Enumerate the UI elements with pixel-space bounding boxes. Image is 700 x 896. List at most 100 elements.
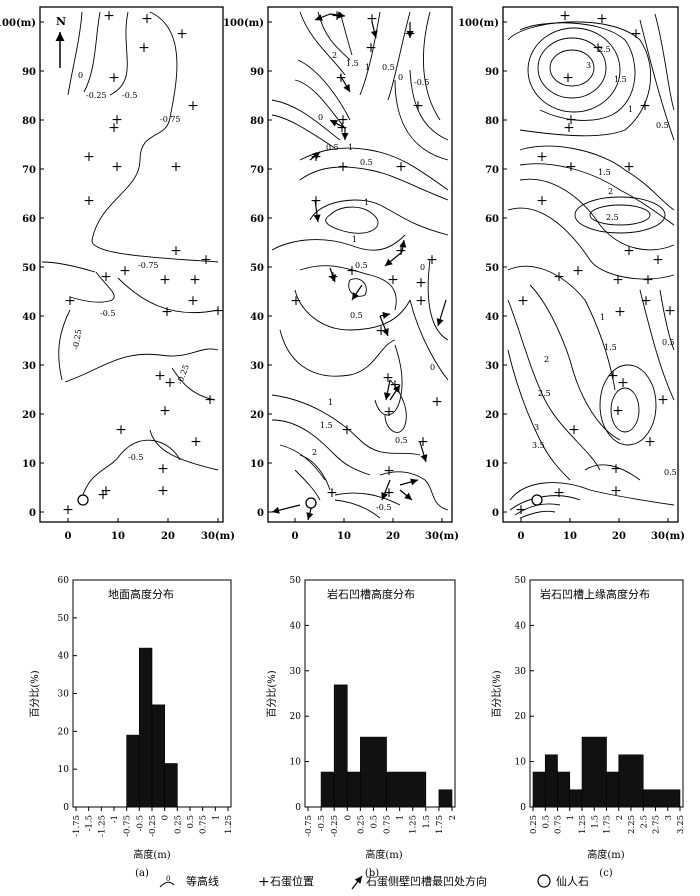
rock-egg-marker: + (111, 112, 123, 128)
rock-egg-marker: + (164, 375, 176, 391)
contour-label: 0.5 (350, 311, 363, 320)
rock-egg-marker: + (161, 304, 173, 320)
y-tick-label: 30 (515, 667, 527, 677)
map-frame (39, 6, 224, 523)
contour-label: 1.5 (320, 421, 333, 430)
x-tick-label: 2.75 (652, 815, 662, 834)
y-tick-label: 20 (250, 410, 264, 421)
rock-egg-marker: + (517, 293, 529, 309)
y-tick-label: 0 (29, 508, 36, 519)
arrow-icon (351, 875, 363, 890)
y-tick-label: 0 (63, 803, 69, 813)
rock-egg-marker: + (187, 98, 199, 114)
legend-groove-label: 石蛋侧壁凹槽最凹处方向 (366, 874, 487, 888)
contour-label: 1 (364, 198, 369, 207)
rock-egg-marker: + (664, 303, 676, 319)
rock-egg-marker: + (100, 269, 112, 285)
x-tick-label: 1.25 (578, 815, 588, 834)
contour-label: 3 (534, 423, 539, 432)
immortal-stone-marker (77, 494, 89, 506)
x-tick-label: 3 (664, 815, 674, 820)
legend-item-immortal-stone: 仙人石 (537, 874, 589, 888)
contour-map-c: 3 2.5 1.5 1 0.5 1.5 2 2.5 0.5 1 1.5 2 2.… (458, 6, 685, 542)
rock-egg-marker: + (612, 272, 624, 288)
y-tick-label: 50 (515, 576, 527, 586)
legend-immortal-stone-label: 仙人石 (556, 875, 589, 888)
contour-label: 0.5 (382, 63, 395, 72)
contour-label: -0.5 (122, 91, 137, 100)
legend-item-rock-egg: + 石蛋位置 (258, 874, 314, 890)
groove-arrow (329, 119, 346, 129)
x-tick-label: 10 (337, 531, 351, 542)
groove-arrow (379, 311, 391, 319)
contour-label: 0.5 (664, 468, 677, 477)
y-tick-label: 80 (22, 116, 36, 127)
rock-egg-marker: + (607, 368, 619, 384)
contour-label: 3.5 (532, 441, 545, 450)
y-tick-label: 20 (290, 712, 302, 722)
groove-arrow (329, 11, 346, 19)
x-axis: 0 10 20 30(m) (292, 518, 459, 542)
x-tick-label: 1.25 (409, 815, 419, 834)
groove-arrow (351, 284, 363, 301)
rock-egg-marker: + (108, 120, 120, 136)
x-tick-label: 20 (161, 531, 175, 542)
histogram-bar (320, 771, 335, 808)
rock-egg-marker: + (553, 485, 565, 501)
rock-egg-markers: + + + + + + + + + + + + + + + + + + + + … (290, 8, 443, 501)
rock-egg-marker: + (395, 159, 407, 175)
rock-egg-marker: + (536, 193, 548, 209)
histogram-bar (333, 684, 348, 808)
x-tick-label: 0.75 (383, 815, 393, 834)
histogram-bar (386, 771, 427, 808)
histogram-bar (139, 647, 153, 808)
rock-egg-marker: + (327, 269, 339, 285)
rock-egg-marker: + (346, 263, 358, 279)
y-tick-label: 40 (22, 312, 36, 323)
legend-contour-label: 等高线 (186, 874, 219, 888)
rock-egg-marker: + (383, 463, 395, 479)
panel-label: (a) (135, 868, 149, 879)
contour-label: 0 (78, 71, 83, 80)
rock-egg-marker: + (395, 243, 407, 259)
y-tick-label: 90 (250, 67, 264, 78)
histogram-bar (346, 771, 361, 808)
x-tick-label: -0.75 (304, 815, 314, 837)
histogram-bar (642, 789, 681, 808)
rock-egg-marker: + (612, 403, 624, 419)
contour-label: 0.5 (355, 261, 368, 270)
rock-egg-marker: + (559, 8, 571, 24)
x-tick-label: -1.5 (85, 815, 95, 831)
y-tick-label: 30 (290, 667, 302, 677)
x-tick-label: 0.25 (356, 815, 366, 834)
legend-item-contour: 0 等高线 (159, 874, 219, 888)
y-tick-label: 0 (520, 803, 526, 813)
histogram-c: 岩石凹槽上缘高度分布 百分比(%) 高度(m) (c) 0 10 20 30 40 50 0… (491, 576, 686, 879)
rock-egg-marker: + (617, 375, 629, 391)
y-tick-label: 100(m) (458, 18, 499, 29)
x-tick-label: 0.25 (529, 815, 539, 834)
x-tick-label: 30(m) (425, 531, 459, 542)
contour-label: 0 (398, 73, 403, 82)
x-tick-label: 2 (448, 815, 458, 820)
legend-rock-egg-label: 石蛋位置 (270, 874, 314, 888)
x-tick-label: 2.25 (627, 815, 637, 834)
rock-egg-marker: + (623, 159, 635, 175)
rock-egg-marker: + (83, 193, 95, 209)
histogram-bar (126, 734, 140, 808)
rock-egg-marker: + (366, 11, 378, 27)
y-tick-label: 60 (58, 576, 70, 586)
x-tick-label: 3.25 (676, 815, 686, 834)
groove-arrow (309, 151, 321, 161)
groove-arrow (384, 251, 403, 267)
x-tick-label: 1 (211, 815, 221, 820)
x-tick-label: 0.75 (199, 815, 209, 834)
contour-label: -0.5 (128, 453, 143, 462)
rock-egg-marker: + (415, 293, 427, 309)
rock-egg-marker: + (336, 120, 348, 136)
contour-label: 1.5 (604, 343, 617, 352)
rock-egg-marker: + (375, 323, 387, 339)
contour-label: 0.5 (326, 143, 339, 152)
groove-arrow (381, 479, 391, 501)
